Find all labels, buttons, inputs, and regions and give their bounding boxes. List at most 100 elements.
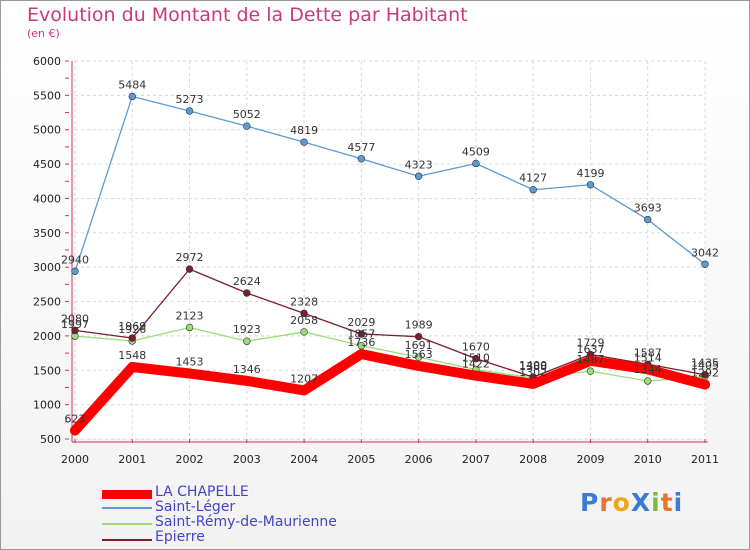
y-tick-label: 5000 xyxy=(33,124,61,137)
logo-letter: i xyxy=(651,488,661,517)
data-label: 1435 xyxy=(691,357,719,370)
series-1 xyxy=(71,92,709,276)
x-tick-label: 2004 xyxy=(290,453,318,466)
data-label: 2940 xyxy=(61,253,89,266)
x-tick-label: 2008 xyxy=(519,453,547,466)
data-label: 1302 xyxy=(519,366,547,379)
data-point xyxy=(356,349,367,360)
data-label: 4509 xyxy=(462,145,490,158)
data-label: 1926 xyxy=(118,323,146,336)
data-label: 1344 xyxy=(634,363,662,376)
y-tick-label: 1500 xyxy=(33,364,61,377)
chart-subtitle: (en €) xyxy=(27,27,60,40)
series-line xyxy=(74,326,706,382)
y-tick-label: 6000 xyxy=(33,55,61,68)
y-tick-label: 2000 xyxy=(33,330,61,343)
series-line xyxy=(70,349,710,436)
data-label: 4577 xyxy=(347,141,375,154)
data-point xyxy=(644,377,652,385)
legend-swatch-la-chapelle xyxy=(102,490,152,499)
chart-title: Evolution du Montant de la Dette par Hab… xyxy=(27,4,468,26)
data-label: 2624 xyxy=(233,275,261,288)
proxiti-logo: ProXiti xyxy=(580,488,683,517)
data-label: 623 xyxy=(65,413,86,426)
data-point xyxy=(642,364,653,375)
x-tick-label: 2002 xyxy=(176,453,204,466)
logo-letter: i xyxy=(673,488,684,517)
data-point xyxy=(185,323,194,332)
data-label: 2328 xyxy=(290,295,318,308)
data-label: 2123 xyxy=(176,309,204,322)
data-label: 1514 xyxy=(634,351,662,364)
legend-label-la-chapelle: LA CHAPELLE xyxy=(155,484,249,500)
data-point xyxy=(128,92,136,101)
legend-swatch-saint-remy xyxy=(102,523,152,525)
x-tick-label: 2000 xyxy=(61,453,89,466)
data-label: 1388 xyxy=(519,360,547,373)
series-3 xyxy=(71,265,709,381)
data-label: 1670 xyxy=(462,341,490,354)
legend-swatch-saint-leger xyxy=(102,507,152,509)
data-label: 1292 xyxy=(691,367,719,380)
data-point xyxy=(71,267,79,276)
data-point xyxy=(414,353,423,361)
data-label: 1346 xyxy=(233,363,261,376)
data-point xyxy=(243,337,251,345)
data-point xyxy=(529,186,537,194)
data-label: 1453 xyxy=(176,356,204,369)
data-label: 1422 xyxy=(462,358,490,371)
data-label: 4199 xyxy=(576,167,604,180)
data-label: 2080 xyxy=(61,312,89,325)
data-point xyxy=(185,265,194,273)
data-point xyxy=(357,330,366,338)
data-point xyxy=(585,355,596,366)
data-point xyxy=(128,334,136,342)
data-label: 1587 xyxy=(634,346,662,359)
y-tick-label: 3000 xyxy=(33,261,61,274)
data-label: 1729 xyxy=(576,337,604,350)
data-point xyxy=(243,122,251,130)
data-label: 1736 xyxy=(347,336,375,349)
x-tick-label: 2003 xyxy=(233,453,261,466)
data-point xyxy=(299,385,310,396)
data-label: 1857 xyxy=(347,328,375,341)
series-line xyxy=(74,268,706,378)
data-label: 1691 xyxy=(405,339,433,352)
data-label: 1487 xyxy=(576,353,604,366)
y-tick-label: 5500 xyxy=(33,89,61,102)
data-label: 1923 xyxy=(233,323,261,336)
data-label: 2972 xyxy=(176,251,204,264)
y-tick-label: 4500 xyxy=(33,158,61,171)
legend-label-saint-remy: Saint-Rémy-de-Maurienne xyxy=(155,514,337,530)
data-point xyxy=(71,326,79,335)
x-tick-label: 2007 xyxy=(462,453,490,466)
data-label: 1405 xyxy=(691,359,719,372)
data-point xyxy=(184,368,195,379)
logo-letter: r xyxy=(599,488,613,517)
data-point xyxy=(241,375,252,386)
data-label: 1400 xyxy=(519,359,547,372)
y-tick-label: 2500 xyxy=(33,296,61,309)
data-labels: 2940 5484 5273 5052 4819 4577 4323 4509 4127 4199… xyxy=(61,78,719,425)
legend-label-epierre: Epierre xyxy=(155,529,205,545)
data-label: 1510 xyxy=(462,352,490,365)
data-point xyxy=(243,289,251,297)
series-line xyxy=(74,95,706,272)
y-tick-label: 3500 xyxy=(33,227,61,240)
x-tick-label: 2006 xyxy=(405,453,433,466)
logo-letter: X xyxy=(630,488,652,517)
data-label: 2058 xyxy=(290,314,318,327)
data-point xyxy=(644,215,652,224)
data-label: 1969 xyxy=(118,320,146,333)
logo-letter: P xyxy=(580,488,600,517)
legend-swatch-epierre xyxy=(102,539,152,541)
data-point xyxy=(414,172,423,180)
data-point xyxy=(357,155,366,163)
data-label: 1563 xyxy=(405,348,433,361)
data-point xyxy=(70,425,80,436)
y-tick-label: 500 xyxy=(40,433,61,446)
series-layer xyxy=(70,92,710,436)
y-tick-label: 4000 xyxy=(33,192,61,205)
logo-letter: t xyxy=(660,488,674,517)
